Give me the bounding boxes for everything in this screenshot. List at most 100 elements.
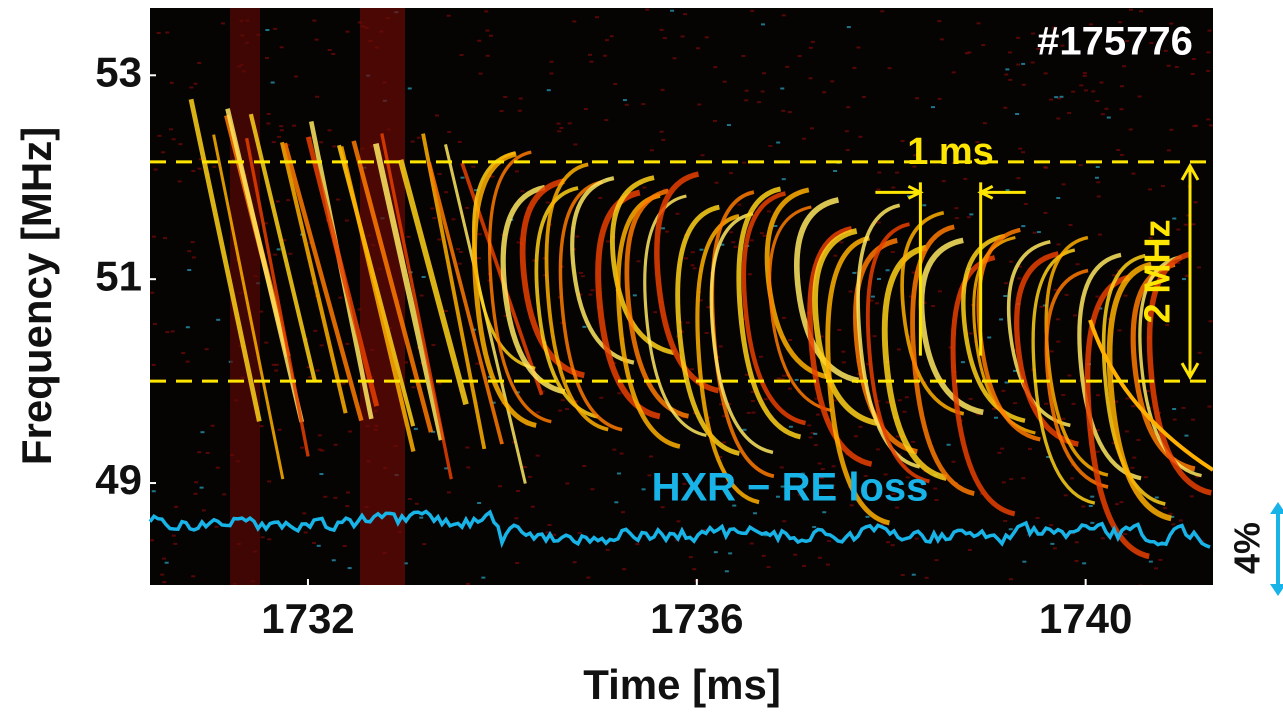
noise xyxy=(1079,84,1084,87)
chirp xyxy=(624,188,690,419)
noise xyxy=(966,216,971,219)
noise xyxy=(317,434,322,437)
noise xyxy=(279,46,284,49)
noise xyxy=(713,551,718,554)
noise xyxy=(185,326,190,329)
noise xyxy=(323,495,328,498)
noise xyxy=(259,425,264,428)
noise xyxy=(222,493,227,496)
noise xyxy=(948,346,953,349)
noise xyxy=(1012,402,1017,405)
noise xyxy=(560,399,565,402)
noise xyxy=(266,122,271,125)
noise xyxy=(620,511,625,514)
noise xyxy=(341,382,346,385)
noise xyxy=(1165,324,1170,327)
noise xyxy=(922,204,927,207)
noise xyxy=(975,141,980,144)
noise xyxy=(1017,277,1022,280)
noise xyxy=(779,466,784,469)
noise xyxy=(465,206,470,209)
noise xyxy=(1178,519,1183,522)
noise xyxy=(527,475,532,478)
noise xyxy=(849,504,854,507)
noise xyxy=(1148,236,1153,239)
chirp xyxy=(558,180,623,432)
noise xyxy=(1119,108,1124,111)
noise xyxy=(471,165,476,168)
noise xyxy=(1055,318,1060,321)
noise xyxy=(1207,405,1212,408)
x-axis-label: Time [ms] xyxy=(583,661,781,708)
noise xyxy=(216,318,221,321)
noise xyxy=(1206,69,1211,72)
noise xyxy=(939,38,944,41)
noise xyxy=(312,19,317,22)
noise xyxy=(265,56,270,59)
noise xyxy=(982,122,987,125)
noise xyxy=(589,60,594,63)
noise xyxy=(481,576,486,579)
noise xyxy=(761,554,766,557)
noise xyxy=(1021,151,1026,154)
noise xyxy=(1021,225,1026,228)
noise xyxy=(727,402,732,405)
noise xyxy=(782,520,787,523)
noise xyxy=(911,573,916,576)
noise xyxy=(173,542,178,545)
chirp xyxy=(427,161,504,445)
noise xyxy=(781,374,786,377)
noise xyxy=(485,29,490,32)
noise xyxy=(890,544,895,547)
noise xyxy=(345,342,350,345)
noise xyxy=(941,180,946,183)
noise xyxy=(1042,304,1047,307)
noise xyxy=(839,241,844,244)
noise xyxy=(981,44,986,47)
noise xyxy=(1069,477,1074,480)
noise xyxy=(875,302,880,305)
noise xyxy=(675,212,680,215)
noise xyxy=(556,122,561,125)
broadband xyxy=(360,8,405,585)
chirp xyxy=(1031,248,1096,505)
noise xyxy=(1021,62,1026,65)
noise xyxy=(444,191,449,194)
noise xyxy=(165,31,170,34)
noise xyxy=(817,462,822,465)
noise xyxy=(763,398,768,401)
noise xyxy=(831,465,836,468)
noise xyxy=(788,338,793,341)
noise xyxy=(820,468,825,471)
chirp xyxy=(1084,274,1150,560)
chirp xyxy=(373,143,445,441)
noise xyxy=(1116,39,1121,42)
chirp xyxy=(245,137,310,457)
noise xyxy=(419,294,424,297)
noise xyxy=(312,542,317,545)
noise xyxy=(1094,176,1099,179)
noise xyxy=(744,89,749,92)
noise xyxy=(279,129,284,132)
chirp xyxy=(397,159,469,406)
noise xyxy=(737,203,742,206)
noise xyxy=(1106,116,1111,119)
noise xyxy=(781,316,786,319)
noise xyxy=(497,485,502,488)
noise xyxy=(747,273,752,276)
noise xyxy=(348,430,353,433)
noise xyxy=(345,505,350,508)
noise xyxy=(699,248,704,251)
noise xyxy=(934,498,939,501)
noise xyxy=(193,492,198,495)
noise xyxy=(1096,181,1101,184)
chirp xyxy=(380,133,453,480)
noise xyxy=(891,186,896,189)
noise xyxy=(342,545,347,548)
noise xyxy=(191,170,196,173)
noise xyxy=(194,481,199,484)
noise xyxy=(1099,81,1104,84)
noise xyxy=(447,131,452,134)
noise xyxy=(960,361,965,364)
